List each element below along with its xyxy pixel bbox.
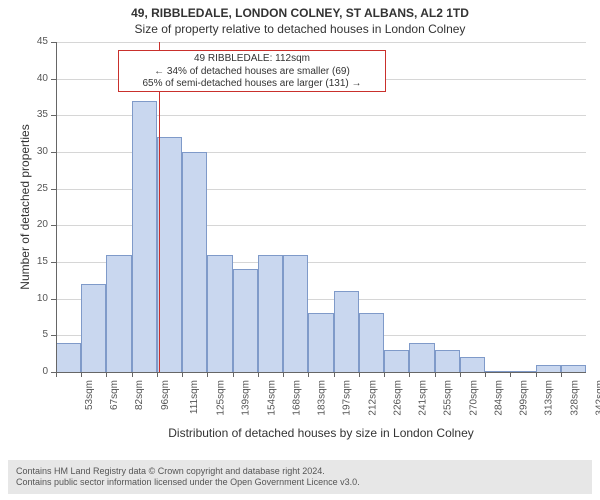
x-tick-label: 168sqm [291,380,302,416]
x-tick-label: 328sqm [569,380,580,416]
x-tick-label: 183sqm [317,380,328,416]
histogram-bar [207,255,232,372]
histogram-bar [435,350,460,372]
histogram-bar [233,269,258,372]
histogram-bar [258,255,283,372]
histogram-bar [308,313,333,372]
x-tick-label: 53sqm [84,380,95,410]
x-tick-label: 111sqm [189,380,200,414]
y-axis-label: Number of detached properties [18,107,32,307]
x-tick-label: 299sqm [519,380,530,416]
y-tick-label: 0 [24,366,48,377]
histogram-bar [132,101,157,372]
histogram-bar [359,313,384,372]
x-tick-label: 139sqm [241,380,252,416]
x-tick-label: 96sqm [160,380,171,410]
histogram-bar [56,343,81,372]
x-tick-label: 284sqm [493,380,504,416]
x-tick-label: 226sqm [392,380,403,416]
x-tick-label: 197sqm [342,380,353,416]
annotation-line-3: 65% of semi-detached houses are larger (… [123,78,381,91]
annotation-line-1: 49 RIBBLEDALE: 112sqm [123,53,381,66]
footer: Contains HM Land Registry data © Crown c… [8,460,592,495]
x-tick-label: 313sqm [544,380,555,416]
x-axis-line [56,372,586,373]
histogram-bar [460,357,485,372]
footer-line-1: Contains HM Land Registry data © Crown c… [16,466,584,477]
histogram-bar [536,365,561,372]
histogram-bar [81,284,106,372]
x-tick-label: 212sqm [367,380,378,416]
page-title-line2: Size of property relative to detached ho… [0,20,600,36]
page-title-line1: 49, RIBBLEDALE, LONDON COLNEY, ST ALBANS… [0,0,600,20]
histogram-bar [283,255,308,372]
x-axis-label: Distribution of detached houses by size … [56,426,586,440]
y-tick-label: 5 [24,329,48,340]
x-tick-label: 342sqm [594,380,600,416]
y-tick-label: 45 [24,36,48,47]
histogram-bar [334,291,359,372]
y-axis-line [56,42,57,372]
footer-line-2: Contains public sector information licen… [16,477,584,488]
histogram-bar [157,137,182,372]
grid-line [56,42,586,43]
x-tick-label: 241sqm [418,380,429,416]
y-tick-label: 40 [24,73,48,84]
x-tick-label: 154sqm [266,380,277,416]
annotation-box: 49 RIBBLEDALE: 112sqm ← 34% of detached … [118,50,386,92]
histogram-bar [182,152,207,372]
histogram-bar [106,255,131,372]
x-tick-label: 82sqm [134,380,145,410]
histogram-bar [384,350,409,372]
x-tick-label: 270sqm [468,380,479,416]
x-tick-label: 67sqm [109,380,120,410]
histogram-bar [409,343,434,372]
x-tick-label: 255sqm [443,380,454,416]
annotation-line-2: ← 34% of detached houses are smaller (69… [123,66,381,79]
histogram-bar [561,365,586,372]
x-tick-label: 125sqm [216,380,227,416]
